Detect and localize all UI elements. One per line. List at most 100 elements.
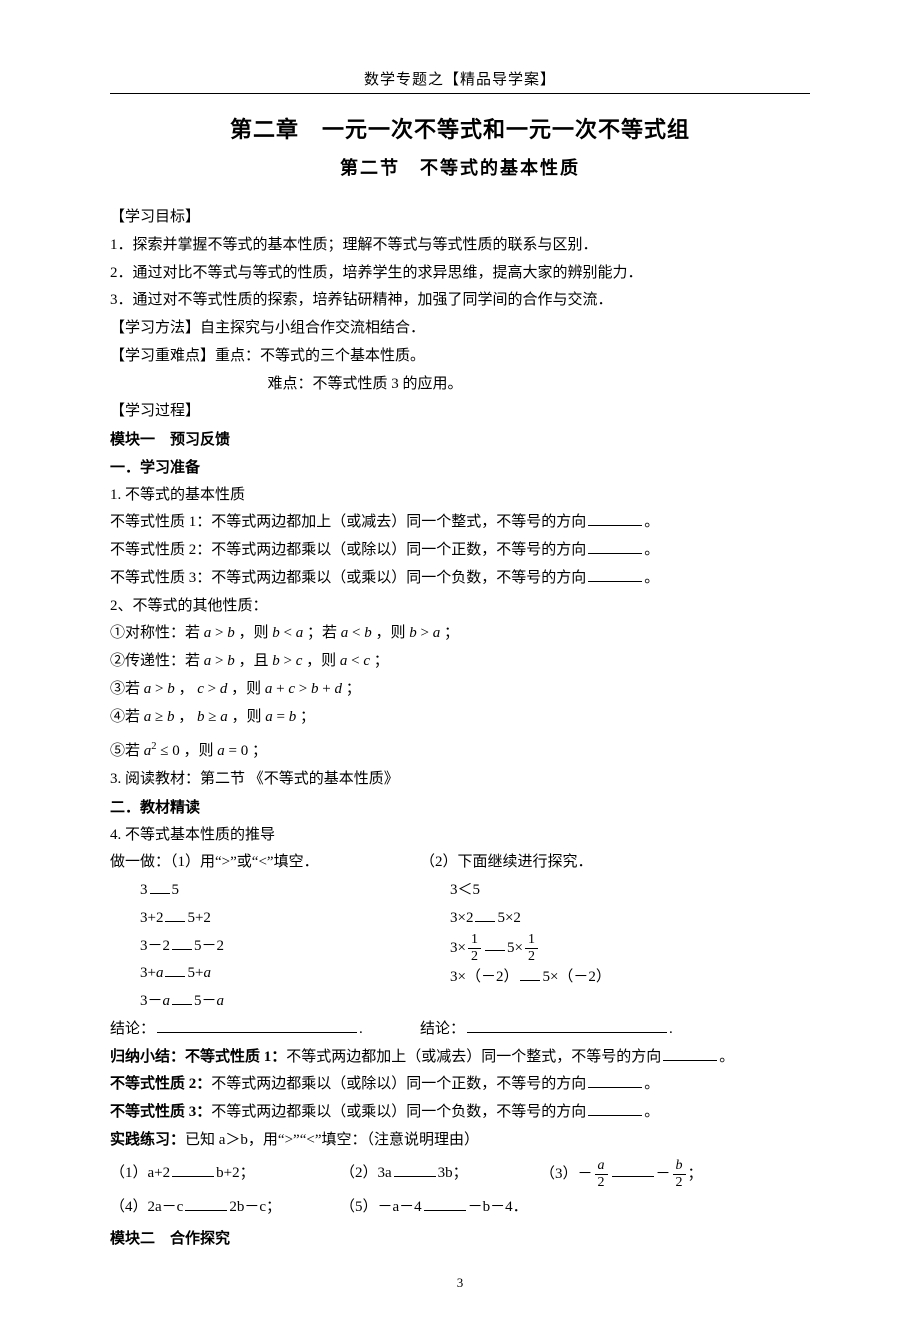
blank — [588, 567, 642, 582]
right-line-2: 3×25×2 — [450, 905, 810, 933]
header-rule — [110, 93, 810, 94]
other-prop-4: ④若 a ≥ b ， b ≥ a ，则 a = b ； — [110, 704, 810, 732]
module1-title: 模块一 预习反馈 — [110, 426, 810, 454]
method-heading: 【学习方法】 — [110, 320, 200, 336]
practice-label: 实践练习： — [110, 1132, 185, 1148]
zd-text: 不等式的三个基本性质。 — [260, 348, 425, 364]
module2-title: 模块二 合作探究 — [110, 1225, 810, 1253]
other-prop-1: ①对称性：若 a > b ，则 b < a ；若 a < b ，则 b > a … — [110, 620, 810, 648]
summary-p3: 不等式性质 3：不等式两边都乘以（或乘以）同一个负数，不等号的方向 。 — [110, 1099, 810, 1127]
objective-2: 2．通过对比不等式与等式的性质，培养学生的求异思维，提高大家的辨别能力． — [110, 260, 810, 288]
period: 。 — [644, 542, 659, 558]
method-line: 【学习方法】自主探究与小组合作交流相结合． — [110, 315, 810, 343]
conclusion-row: 结论：. 结论：. — [110, 1016, 810, 1044]
sec2-title: 二．教材精读 — [110, 794, 810, 822]
summary-p2: 不等式性质 2：不等式两边都乘以（或除以）同一个正数，不等号的方向 。 — [110, 1071, 810, 1099]
p1-text: 不等式两边都加上（或减去）同一个整式，不等号的方向 — [211, 514, 586, 530]
header-suffix: 】 — [540, 72, 556, 88]
doit-left-col: 35 3+25+2 3－25－2 3+a5+a 3－a5－a — [110, 877, 450, 1016]
blank — [588, 1102, 642, 1117]
blank — [663, 1046, 717, 1061]
sec1-title: 一．学习准备 — [110, 454, 810, 482]
nd-label: 难点： — [268, 376, 313, 392]
process-heading: 【学习过程】 — [110, 398, 810, 426]
doit-left-text: （1）用“>”或“<”填空． — [170, 854, 319, 870]
prop3: 不等式性质 3：不等式两边都乘以（或乘以）同一个负数，不等号的方向 。 — [110, 565, 810, 593]
doit-header-row: 做一做：（1）用“>”或“<”填空． （2）下面继续进行探究． — [110, 849, 810, 877]
page-number: 3 — [110, 1275, 810, 1291]
p3-label: 不等式性质 3： — [110, 570, 211, 586]
period: 。 — [719, 1049, 734, 1065]
prop1: 不等式性质 1：不等式两边都加上（或减去）同一个整式，不等号的方向 。 — [110, 509, 810, 537]
left-line-5: 3－a5－a — [140, 988, 450, 1016]
conclusion-label-1: 结论： — [110, 1021, 155, 1037]
sp2-text: 不等式两边都乘以（或除以）同一个正数，不等号的方向 — [211, 1076, 586, 1092]
practice-q2: （2）3a3b； — [340, 1160, 540, 1188]
right-line-4: 3×（－2）5×（－2） — [450, 964, 810, 992]
blank — [588, 540, 642, 555]
practice-row-2: （4）2a－c2b－c； （5）－a－4－b－4． — [110, 1194, 810, 1222]
sp3-label: 不等式性质 3： — [110, 1104, 211, 1120]
conclusion-right: 结论：. — [420, 1016, 810, 1044]
right-line-3: 3×125×12 — [450, 933, 810, 964]
left-line-2: 3+25+2 — [140, 905, 450, 933]
doit-label: 做一做： — [110, 854, 170, 870]
sp1-label: 不等式性质 1： — [185, 1049, 286, 1065]
practice-q5: （5）－a－4－b－4． — [340, 1194, 540, 1222]
prop2: 不等式性质 2：不等式两边都乘以（或除以）同一个正数，不等号的方向。 — [110, 537, 810, 565]
item3: 3. 阅读教材：第二节 《不等式的基本性质》 — [110, 766, 810, 794]
section-title: 第二节 不等式的基本性质 — [110, 154, 810, 180]
period: 。 — [644, 1076, 659, 1092]
objectives-heading: 【学习目标】 — [110, 204, 810, 232]
item4: 4. 不等式基本性质的推导 — [110, 822, 810, 850]
blank — [157, 1018, 357, 1033]
p1-label: 不等式性质 1： — [110, 514, 211, 530]
blank — [588, 512, 642, 527]
conclusion-label-2: 结论： — [420, 1021, 465, 1037]
practice-q3: （3）－a2－b2； — [540, 1159, 810, 1190]
doit-right-col: 3＜5 3×25×2 3×125×12 3×（－2）5×（－2） — [450, 877, 810, 1016]
sp2-label: 不等式性质 2： — [110, 1076, 211, 1092]
practice-q1: （1）a+2b+2； — [110, 1160, 340, 1188]
doit-right-header: （2）下面继续进行探究． — [420, 849, 810, 877]
other-prop-3: ③若 a > b ， c > d ，则 a + c > b + d ； — [110, 676, 810, 704]
item1: 1. 不等式的基本性质 — [110, 482, 810, 510]
header-highlight: 精品导学案 — [460, 71, 540, 88]
blank — [467, 1018, 667, 1033]
other-prop-5: ⑤若 a2 ≤ 0 ，则 a = 0 ； — [110, 737, 810, 766]
running-header: 数学专题之【精品导学案】 — [110, 68, 810, 89]
header-prefix: 数学专题之【 — [364, 72, 460, 88]
period: 。 — [644, 570, 659, 586]
p2-label: 不等式性质 2： — [110, 542, 211, 558]
document-body: 【学习目标】 1．探索并掌握不等式的基本性质；理解不等式与等式性质的联系与区别．… — [110, 204, 810, 1253]
summary-label: 归纳小结： — [110, 1049, 185, 1065]
doit-columns: 35 3+25+2 3－25－2 3+a5+a 3－a5－a 3＜5 3×25×… — [110, 877, 810, 1016]
method-text: 自主探究与小组合作交流相结合． — [200, 320, 425, 336]
conclusion-left: 结论：. — [110, 1016, 420, 1044]
practice-line: 实践练习：已知 a＞b，用“>”“<”填空：（注意说明理由） — [110, 1127, 810, 1155]
practice-text: 已知 a＞b，用“>”“<”填空：（注意说明理由） — [185, 1132, 479, 1148]
chapter-title: 第二章 一元一次不等式和一元一次不等式组 — [110, 112, 810, 144]
period: 。 — [644, 1104, 659, 1120]
p3-text: 不等式两边都乘以（或乘以）同一个负数，不等号的方向 — [211, 570, 586, 586]
blank — [588, 1074, 642, 1089]
left-line-3: 3－25－2 — [140, 933, 450, 961]
left-line-1: 35 — [140, 877, 450, 905]
practice-row-1: （1）a+2b+2； （2）3a3b； （3）－a2－b2； — [110, 1159, 810, 1190]
sp1-text: 不等式两边都加上（或减去）同一个整式，不等号的方向 — [286, 1049, 661, 1065]
doit-left-header: 做一做：（1）用“>”或“<”填空． — [110, 849, 420, 877]
right-line-1: 3＜5 — [450, 877, 810, 905]
practice-q4: （4）2a－c2b－c； — [110, 1194, 340, 1222]
keypoints-line2: 难点：不等式性质 3 的应用。 — [110, 371, 810, 399]
zd-label: 重点： — [215, 348, 260, 364]
nd-text: 不等式性质 3 的应用。 — [313, 376, 463, 392]
summary-p1: 归纳小结：不等式性质 1：不等式两边都加上（或减去）同一个整式，不等号的方向 。 — [110, 1044, 810, 1072]
left-line-4: 3+a5+a — [140, 960, 450, 988]
sp3-text: 不等式两边都乘以（或乘以）同一个负数，不等号的方向 — [211, 1104, 586, 1120]
period: 。 — [644, 514, 659, 530]
keypoints-line1: 【学习重难点】重点：不等式的三个基本性质。 — [110, 343, 810, 371]
other-prop-2: ②传递性：若 a > b ，且 b > c ，则 a < c ； — [110, 648, 810, 676]
item2: 2、不等式的其他性质： — [110, 593, 810, 621]
keypoints-heading: 【学习重难点】 — [110, 348, 215, 364]
page-container: 数学专题之【精品导学案】 第二章 一元一次不等式和一元一次不等式组 第二节 不等… — [0, 0, 920, 1331]
